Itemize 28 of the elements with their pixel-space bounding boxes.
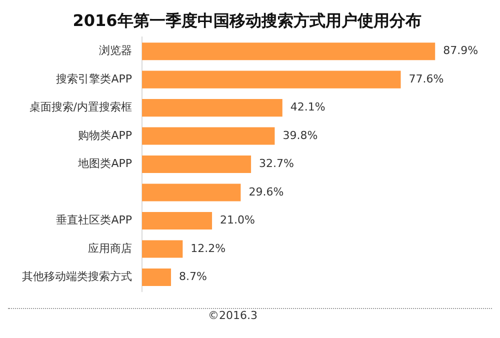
data-label: 32.7%	[259, 157, 294, 170]
bar	[142, 42, 436, 60]
data-label: 21.0%	[220, 214, 255, 227]
chart-title: 2016年第一季度中国移动搜索方式用户使用分布	[72, 10, 422, 30]
data-label: 42.1%	[290, 100, 326, 114]
y-tick-label: 应用商店	[88, 242, 132, 255]
bar	[142, 212, 212, 230]
y-tick-label: 垂直社区类APP	[56, 214, 132, 227]
bar	[142, 127, 275, 145]
bar	[142, 184, 241, 202]
data-label: 77.6%	[408, 72, 444, 86]
y-tick-label: 地图类APP	[77, 157, 132, 170]
text: ©2016.3	[8, 308, 492, 322]
bar	[142, 240, 183, 258]
bar	[142, 156, 252, 174]
y-tick-label: 搜索引擎类APP	[56, 72, 132, 86]
data-label: 12.2%	[190, 242, 226, 255]
y-tick-label: 其他移动端类搜索方式	[22, 270, 132, 284]
data-label: 8.7%	[179, 270, 207, 284]
bar	[142, 268, 172, 286]
data-label: 29.6%	[248, 185, 284, 198]
bar	[142, 70, 401, 88]
y-tick-label: 购物类APP	[78, 128, 132, 142]
y-tick-label: 浏览器	[99, 44, 132, 58]
bar	[142, 99, 282, 117]
data-label: 39.8%	[282, 128, 318, 142]
y-tick-label: 桌面搜索/内置搜索框	[29, 100, 132, 114]
data-label: 87.9%	[443, 44, 478, 58]
